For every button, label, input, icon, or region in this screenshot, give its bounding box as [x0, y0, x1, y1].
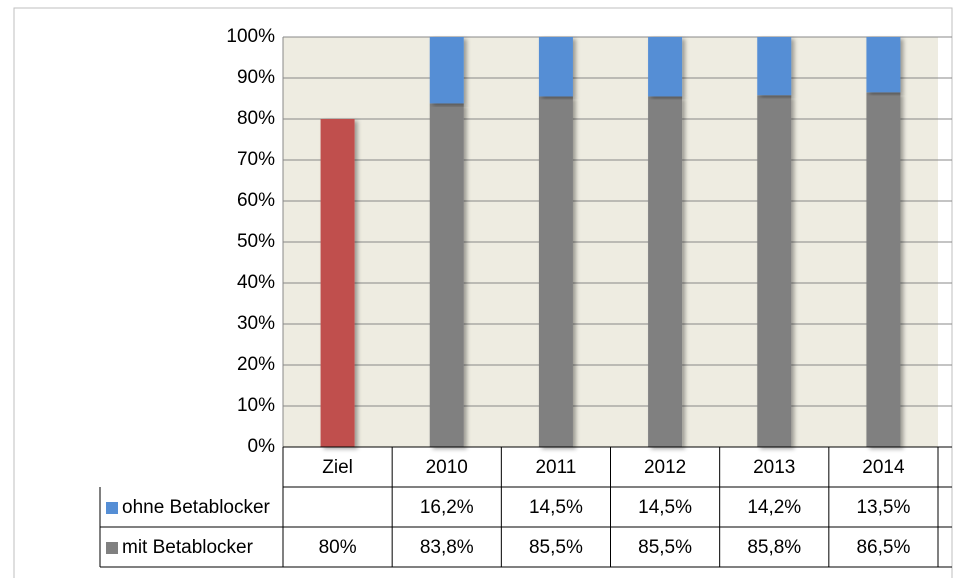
bar-segment — [429, 37, 464, 104]
x-tick-label: 2013 — [753, 457, 795, 478]
y-tick-label: 90% — [237, 67, 275, 88]
data-label: 85,5% — [638, 537, 692, 558]
y-tick-label: 100% — [226, 26, 275, 47]
x-tick-label: 2010 — [426, 457, 468, 478]
data-label: 13,5% — [856, 497, 910, 518]
data-label: 14,5% — [529, 497, 583, 518]
y-tick-label: 70% — [237, 149, 275, 170]
x-tick-label: 2014 — [862, 457, 905, 478]
bar-segment — [320, 119, 355, 447]
data-label: 83,8% — [420, 537, 474, 558]
bar-segment — [866, 92, 901, 447]
y-tick-label: 80% — [237, 108, 275, 129]
y-tick-label: 10% — [237, 395, 275, 416]
y-tick-label: 40% — [237, 272, 275, 293]
legend-swatch — [106, 542, 118, 554]
y-tick-label: 0% — [248, 436, 276, 457]
bar-segment — [429, 103, 464, 448]
data-label: 16,2% — [420, 497, 474, 518]
bar-segment — [757, 95, 792, 447]
y-tick-label: 60% — [237, 190, 275, 211]
data-label: 14,2% — [747, 497, 801, 518]
bar-segment — [648, 37, 683, 97]
data-label: 86,5% — [856, 537, 910, 558]
data-label: 85,8% — [747, 537, 801, 558]
bar-segment — [866, 37, 901, 93]
x-tick-label: Ziel — [322, 457, 353, 478]
x-tick-label: 2012 — [644, 457, 686, 478]
bar-segment — [538, 37, 573, 97]
y-tick-label: 50% — [237, 231, 275, 252]
y-tick-label: 20% — [237, 354, 275, 375]
x-tick-label: 2011 — [535, 457, 576, 478]
legend-label: ohne Betablocker — [122, 497, 271, 518]
bar-segment — [648, 96, 683, 447]
bar-segment — [538, 96, 573, 447]
y-tick-label: 30% — [237, 313, 275, 334]
data-label: 85,5% — [529, 537, 583, 558]
legend-label: mit Betablocker — [122, 537, 254, 558]
data-label: 14,5% — [638, 497, 692, 518]
legend-swatch — [106, 502, 118, 514]
bar-segment — [757, 37, 792, 96]
data-label: 80% — [319, 537, 357, 558]
